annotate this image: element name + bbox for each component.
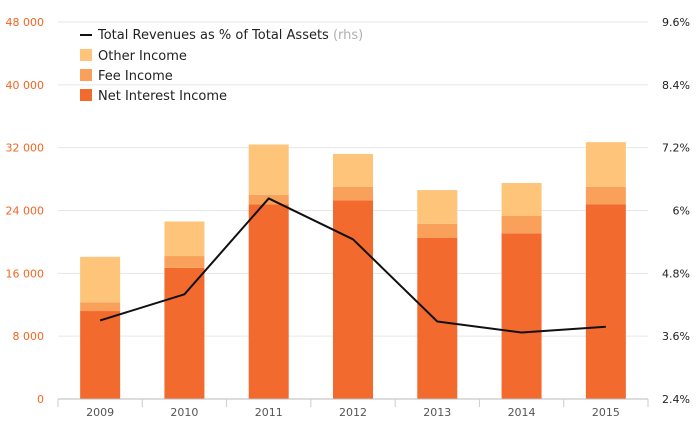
bar-segment	[164, 256, 205, 268]
legend-swatch	[80, 49, 92, 61]
bar-segment	[333, 186, 373, 201]
bar-segment	[164, 267, 205, 399]
bar-segment	[80, 311, 121, 399]
bar-segment	[417, 237, 458, 399]
x-tick-label: 2013	[423, 406, 451, 419]
bar-segment	[501, 215, 542, 234]
bar-segment	[585, 186, 626, 205]
bar-segment	[417, 223, 458, 238]
legend-label-suffix: (rhs)	[333, 28, 363, 43]
bar-segment	[164, 221, 205, 257]
y-left-tick-label: 16 000	[6, 267, 45, 280]
x-tick-label: 2012	[339, 406, 367, 419]
axes: 0 8 000 16 000 24 000 32 000 40 000 48 000 2.4%…	[6, 16, 691, 419]
bar-segment	[248, 144, 289, 195]
legend: Total Revenues as % of Total Assets (rhs…	[80, 28, 363, 104]
legend-swatch	[80, 69, 92, 81]
bar-segment	[417, 190, 458, 224]
y-right-tick-label: 8.4%	[662, 79, 690, 92]
legend-swatch	[80, 89, 92, 101]
stacked-bars	[80, 142, 626, 399]
y-right-tick-label: 2.4%	[662, 393, 690, 406]
y-left-tick-label: 32 000	[6, 142, 45, 155]
bar-segment	[501, 233, 542, 399]
bar-segment	[333, 200, 373, 399]
y-left-tick-label: 24 000	[6, 205, 45, 218]
x-tick-label: 2009	[86, 406, 114, 419]
bar-segment	[80, 302, 121, 312]
legend-label: Other Income	[98, 49, 187, 64]
x-tick-label: 2015	[592, 406, 620, 419]
revenue-ratio-line	[99, 197, 606, 334]
y-right-tick-label: 9.6%	[662, 16, 690, 29]
bar-segment	[585, 204, 626, 399]
x-tick-label: 2014	[508, 406, 536, 419]
x-tick-label: 2010	[170, 406, 198, 419]
legend-label: Net Interest Income	[98, 89, 227, 104]
y-left-tick-label: 40 000	[6, 79, 45, 92]
y-right-tick-label: 7.2%	[662, 142, 690, 155]
legend-label-line: Total Revenues as % of Total Assets (rhs…	[97, 28, 363, 43]
bar-segment	[501, 183, 542, 216]
bar-segment	[248, 204, 289, 399]
y-left-tick-label: 48 000	[6, 16, 45, 29]
legend-label: Fee Income	[98, 69, 173, 84]
bar-segment	[80, 256, 121, 303]
y-left-tick-label: 8 000	[13, 330, 45, 343]
y-right-tick-label: 4.8%	[662, 267, 690, 280]
y-right-tick-label: 3.6%	[662, 330, 690, 343]
x-tick-label: 2011	[255, 406, 283, 419]
bar-segment	[585, 142, 626, 187]
y-left-tick-label: 0	[37, 393, 44, 406]
y-right-tick-label: 6%	[673, 205, 690, 218]
bar-segment	[333, 153, 373, 187]
